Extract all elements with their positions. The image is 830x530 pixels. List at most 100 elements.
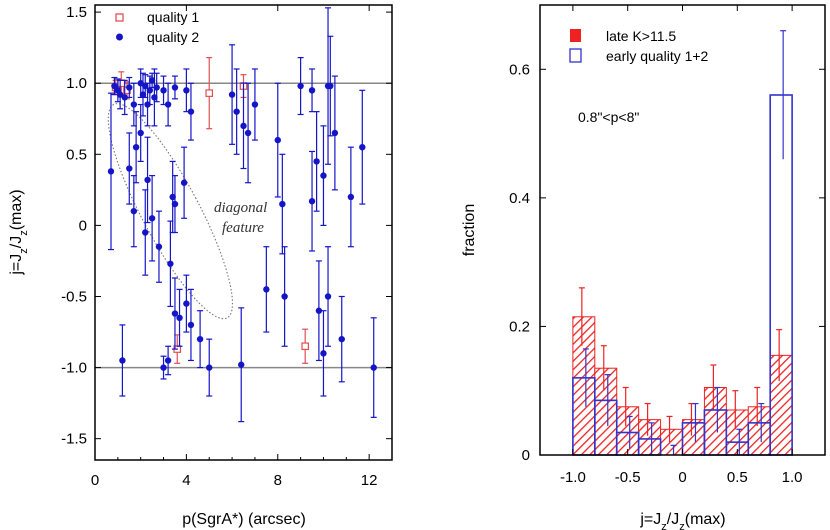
marker-circle: [233, 108, 240, 115]
left-y-tick-label: 0.5: [66, 146, 87, 163]
quality2-point: [151, 68, 158, 127]
marker-circle: [274, 136, 281, 144]
late-bar: [725, 390, 749, 456]
marker-circle: [320, 350, 327, 357]
marker-circle: [370, 364, 377, 371]
marker-circle: [137, 80, 144, 87]
left-scatter-panel: 0 4 8 12 1.5 1.0 0.5 0 -0.5 -1.0 -1.5 quality 1 qu…: [8, 4, 393, 528]
marker-circle: [324, 293, 332, 300]
marker-circle: [338, 335, 345, 343]
left-x-tick-label: 0: [91, 472, 99, 489]
late-bar: [616, 386, 640, 456]
marker-circle: [320, 172, 327, 179]
right-y-tick-label: 0.2: [509, 318, 530, 335]
quality2-point: [164, 345, 172, 376]
left-y-tick-label: -1.0: [61, 360, 87, 377]
quality2-point: [126, 76, 133, 99]
quality2-point: [320, 310, 327, 397]
range-annotation: 0.8"<p<8": [578, 109, 639, 125]
right-y-tick-label: 0: [522, 447, 530, 464]
legend-late-label: late K>11.5: [606, 28, 676, 44]
marker-circle: [180, 179, 188, 186]
quality2-point: [144, 136, 151, 224]
marker-circle: [206, 364, 213, 371]
quality2-point: [171, 277, 179, 350]
quality2-point: [107, 92, 115, 251]
late-bar-rect: [725, 409, 749, 456]
legend-quality2-label: quality 2: [147, 29, 199, 45]
quality2-point: [180, 146, 188, 219]
marker-circle: [297, 82, 304, 90]
marker-circle: [121, 94, 128, 101]
late-bar: [638, 402, 662, 456]
quality2-point: [244, 82, 252, 184]
quality2-point: [132, 111, 140, 184]
left-y-axis-label: j=Jz/Jz(max): [8, 189, 30, 275]
marker-circle: [359, 143, 366, 151]
quality1-point: [301, 328, 309, 364]
marker-circle: [111, 82, 118, 90]
late-bar-rect: [682, 419, 705, 456]
legend-quality1-label: quality 1: [147, 9, 199, 25]
marker-circle: [187, 321, 195, 329]
marker-circle: [126, 84, 133, 91]
marker-circle: [228, 91, 236, 98]
marker-circle: [139, 91, 147, 98]
quality2-point: [274, 82, 281, 198]
marker-circle: [187, 108, 195, 115]
marker-circle: [313, 158, 320, 165]
left-y-tick-label: 1.5: [66, 4, 87, 21]
quality2-point: [160, 355, 167, 380]
quality2-point: [233, 68, 240, 155]
quality2-point: [308, 150, 316, 252]
marker-circle: [148, 215, 156, 222]
marker-circle: [116, 91, 124, 98]
late-bar-rect: [747, 406, 771, 456]
quality2-point: [142, 74, 149, 99]
quality2-point: [320, 125, 327, 226]
marker-circle: [164, 101, 172, 108]
marker-circle: [238, 361, 245, 368]
legend-late-marker: [570, 29, 581, 42]
marker-circle: [164, 357, 172, 364]
quality2-point: [137, 103, 144, 163]
marker-circle: [153, 84, 160, 91]
marker-circle: [167, 260, 174, 267]
late-bar: [747, 386, 771, 456]
quality2-point: [196, 310, 204, 369]
marker-square: [205, 89, 214, 97]
right-legend: late K>11.5 early quality 1+2: [569, 28, 709, 64]
marker-circle: [119, 357, 126, 364]
marker-square: [117, 79, 126, 88]
quality2-point: [297, 57, 304, 116]
marker-circle: [146, 87, 154, 94]
quality2-point: [347, 146, 355, 248]
marker-circle: [183, 87, 190, 94]
marker-circle: [196, 335, 204, 343]
marker-circle: [107, 168, 115, 175]
quality2-point: [331, 75, 339, 191]
marker-circle: [171, 310, 179, 317]
marker-circle: [171, 200, 179, 208]
quality2-point: [324, 246, 332, 347]
left-y-tick-label: -0.5: [61, 288, 87, 305]
quality2-point: [164, 82, 172, 127]
quality2-point: [126, 132, 133, 205]
quality2-point: [153, 72, 160, 103]
right-x-tick-label: 0.5: [727, 469, 748, 486]
diagonal-annotation-line1: diagonal: [214, 200, 267, 216]
left-x-tick-label: 12: [361, 472, 378, 489]
quality2-point: [279, 153, 286, 255]
right-y-tick-label: 0.6: [509, 61, 530, 78]
quality2-point: [142, 189, 149, 276]
quality2-point: [228, 44, 236, 145]
marker-circle: [130, 207, 138, 215]
marker-circle: [160, 87, 167, 94]
left-x-axis-label: p(SgrA*) (arcsec): [182, 511, 306, 528]
marker-circle: [308, 87, 316, 94]
marker-circle: [142, 229, 149, 236]
quality2-point: [359, 89, 366, 205]
late-bar-rect: [638, 419, 662, 456]
left-x-tick-label: 8: [274, 472, 282, 489]
left-legend: quality 1 quality 2: [115, 9, 199, 45]
